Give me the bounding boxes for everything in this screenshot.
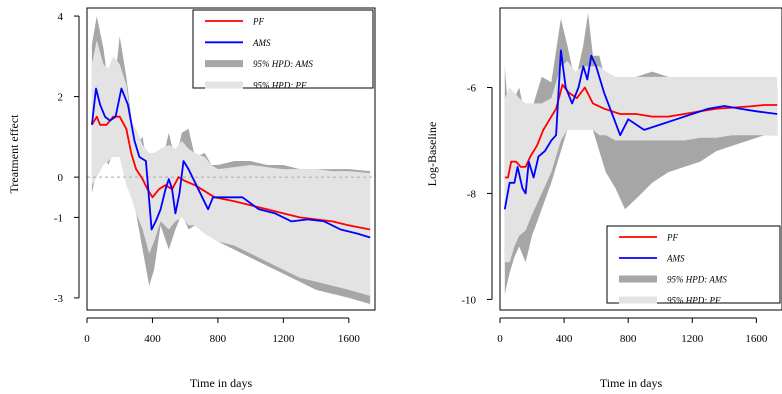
x-tick-label: 1200 <box>272 333 295 345</box>
x-tick-label: 0 <box>497 333 503 345</box>
x-tick-label: 800 <box>210 333 227 345</box>
legend-label-95-hpd-ams: 95% HPD: AMS <box>667 275 727 285</box>
y-tick-label: -1 <box>54 212 63 224</box>
legend-label-95-hpd-pf: 95% HPD: PF <box>667 296 721 306</box>
x-tick-label: 800 <box>620 333 637 345</box>
y-tick-label: 2 <box>58 92 64 104</box>
plot-frame <box>86 7 376 311</box>
legend: PF AMS 95% HPD: AMS 95% HPD: PF <box>606 225 781 306</box>
y-tick-label: 4 <box>58 11 64 23</box>
x-axis-label: Time in days <box>190 376 253 390</box>
x-tick-label: 400 <box>144 333 161 345</box>
y-axis-label: Log-Baseline <box>425 122 439 187</box>
x-tick-label: 400 <box>556 333 573 345</box>
band-95-hpd-pf <box>504 61 778 263</box>
y-tick-label: -8 <box>467 188 477 200</box>
y-tick-label: -3 <box>54 293 64 305</box>
panel-log-baseline: 0 400 800 1200 1600 -6 -8 -10 Time in days Log-Ba… <box>425 7 782 390</box>
series-line-pf <box>504 83 778 179</box>
legend-box <box>192 9 374 89</box>
panel-treatment-effect: 0 400 800 1200 1600 4 2 0 -1 -3 Time in days Treatm… <box>7 7 376 390</box>
legend-label-pf: PF <box>252 17 264 27</box>
legend-label-pf: PF <box>666 233 678 243</box>
series-line-ams <box>91 87 371 239</box>
y-tick-label: 0 <box>58 172 64 184</box>
y-tick-label: -6 <box>467 82 477 94</box>
legend-label-ams: AMS <box>666 254 685 264</box>
legend: PF AMS 95% HPD: AMS 95% HPD: PF <box>192 9 374 91</box>
x-tick-label: 1600 <box>745 333 768 345</box>
x-tick-label: 1200 <box>681 333 704 345</box>
legend-label-95-hpd-ams: 95% HPD: AMS <box>253 59 313 69</box>
plot-frame <box>499 7 782 311</box>
x-axis-label: Time in days <box>600 376 663 390</box>
plot-area <box>503 13 778 295</box>
y-tick-label: -10 <box>461 294 476 306</box>
plot-area <box>87 16 375 304</box>
y-axis-label: Treatment effect <box>7 114 21 194</box>
x-tick-label: 1600 <box>338 333 361 345</box>
legend-label-95-hpd-pf: 95% HPD: PF <box>253 81 307 91</box>
legend-box <box>606 225 781 304</box>
x-tick-label: 0 <box>84 333 90 345</box>
legend-label-ams: AMS <box>252 38 271 48</box>
band-95-hpd-pf <box>91 40 371 296</box>
series-line-ams <box>503 49 778 210</box>
